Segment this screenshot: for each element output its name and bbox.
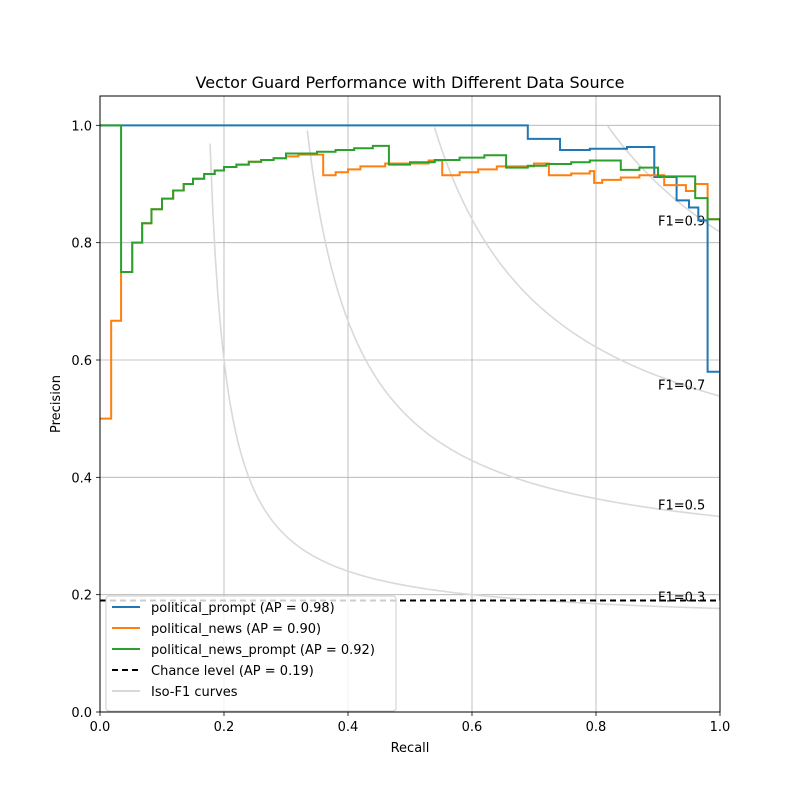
x-tick-label: 0.4	[338, 720, 359, 735]
iso-f1-curves	[209, 125, 720, 610]
x-tick-label: 0.6	[462, 720, 483, 735]
iso-f1-label: F1=0.5	[658, 499, 705, 514]
legend-entry: Iso-F1 curves	[151, 685, 238, 700]
iso-f1-curve	[433, 127, 720, 397]
legend-entry: political_news (AP = 0.90)	[151, 622, 321, 637]
iso-f1-labels: F1=0.3 F1=0.5 F1=0.7 F1=0.9	[658, 214, 705, 605]
x-tick-label: 1.0	[710, 720, 731, 735]
iso-f1-label: F1=0.3	[658, 591, 705, 606]
legend-box	[105, 595, 397, 712]
legend-entry: political_news_prompt (AP = 0.92)	[151, 643, 375, 658]
legend: political_prompt (AP = 0.98) political_ne…	[105, 595, 397, 712]
x-tick-label: 0.0	[90, 720, 111, 735]
y-tick-label: 0.6	[71, 354, 92, 369]
legend-entry: Chance level (AP = 0.19)	[151, 664, 314, 679]
chart-title: Vector Guard Performance with Different …	[196, 73, 625, 92]
legend-entry: political_prompt (AP = 0.98)	[151, 601, 335, 616]
iso-f1-curve	[209, 143, 720, 610]
x-tick-label: 0.8	[586, 720, 607, 735]
y-tick-label: 1.0	[71, 119, 92, 134]
x-tick-label: 0.2	[214, 720, 235, 735]
series-line	[100, 124, 720, 601]
y-axis-ticks: 0.0 0.2 0.4 0.6 0.8 1.0	[71, 119, 100, 721]
y-axis-label: Precision	[49, 375, 64, 433]
x-axis-ticks: 0.0 0.2 0.4 0.6 0.8 1.0	[90, 712, 731, 735]
y-tick-label: 0.8	[71, 237, 92, 252]
iso-f1-label: F1=0.9	[658, 214, 705, 229]
y-tick-label: 0.2	[71, 589, 92, 604]
y-tick-label: 0.0	[71, 706, 92, 721]
grid-lines	[99, 96, 721, 713]
x-axis-label: Recall	[391, 741, 430, 756]
iso-f1-label: F1=0.7	[658, 378, 705, 393]
series-line	[100, 124, 720, 601]
plot-frame	[99, 95, 721, 713]
iso-f1-curve	[306, 130, 720, 518]
y-tick-label: 0.4	[71, 471, 92, 486]
